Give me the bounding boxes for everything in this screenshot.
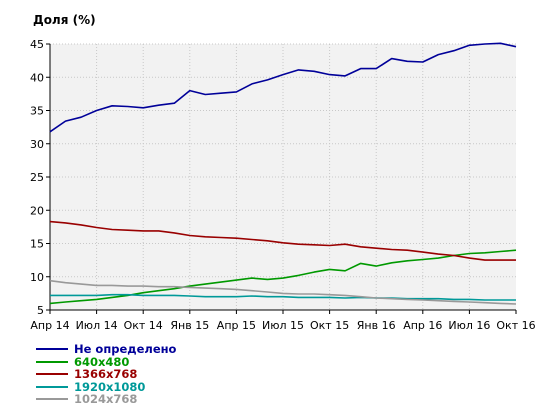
legend-item: 1366x768	[36, 368, 176, 381]
series-line-4	[49, 279, 517, 305]
legend-item: 640x480	[36, 356, 176, 369]
legend-swatch	[36, 360, 68, 363]
legend-item: 1920x1080	[36, 381, 176, 394]
y-tick-label: 45	[30, 38, 44, 51]
legend-swatch	[36, 373, 68, 376]
y-tick-label: 35	[30, 105, 44, 118]
x-tick-label: Окт 15	[310, 319, 349, 332]
x-tick-label: Апр 14	[30, 319, 69, 332]
chart-legend: Не определено 640x480 1366x768 1920x1080 102…	[36, 343, 176, 406]
y-tick-label: 40	[30, 71, 44, 84]
x-tick-label: Янв 15	[170, 319, 209, 332]
x-tick-label: Апр 15	[217, 319, 256, 332]
legend-label: 640x480	[74, 354, 130, 369]
series-line-0	[49, 42, 517, 133]
y-tick-label: 20	[30, 204, 44, 217]
x-tick-label: Апр 16	[403, 319, 442, 332]
legend-swatch	[36, 348, 68, 351]
legend-label: 1920x1080	[74, 379, 146, 394]
series-line-2	[49, 220, 516, 261]
x-tick-label: Окт 14	[124, 319, 163, 332]
x-tick-label: Июл 15	[262, 319, 304, 332]
legend-label: 1024x768	[74, 392, 138, 407]
y-tick-label: 15	[30, 238, 44, 251]
y-tick-label: 30	[30, 138, 44, 151]
legend-item: 1024x768	[36, 393, 176, 406]
legend-label: 1366x768	[74, 367, 138, 382]
legend-swatch	[36, 385, 68, 388]
x-tick-label: Окт 16	[496, 319, 535, 332]
x-tick-label: Июл 16	[448, 319, 490, 332]
y-tick-label: 10	[30, 271, 44, 284]
series-line-3	[50, 293, 516, 301]
y-tick-label: 5	[37, 304, 44, 317]
y-axis-title: Доля (%)	[33, 13, 96, 27]
legend-label: Не определено	[74, 342, 177, 357]
line-chart: Доля (%) 5 10 15 20 25 30 35 40 45 Апр 14 Июл 14 Ок…	[30, 13, 536, 332]
y-tick-label: 25	[30, 171, 44, 184]
x-tick-label: Июл 14	[76, 319, 118, 332]
x-tick-label: Янв 16	[357, 319, 396, 332]
legend-item: Не определено	[36, 343, 176, 356]
legend-swatch	[36, 398, 68, 401]
